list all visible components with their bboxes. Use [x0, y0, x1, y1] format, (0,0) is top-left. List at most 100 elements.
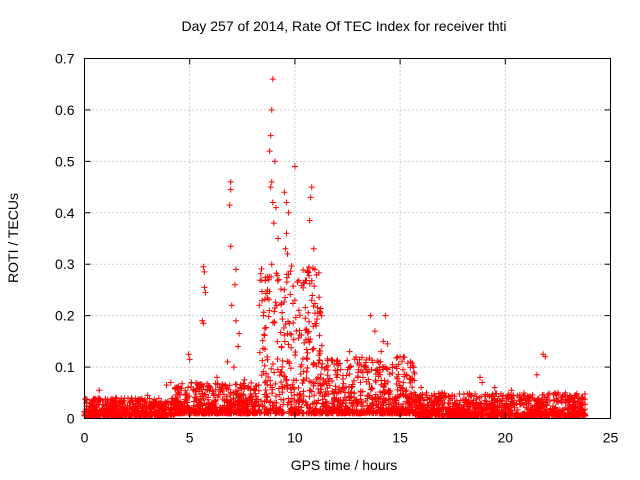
data-point — [288, 344, 295, 351]
data-point — [175, 410, 182, 417]
data-point — [224, 358, 231, 365]
data-point — [113, 394, 120, 401]
data-point — [358, 367, 365, 374]
data-point — [554, 389, 561, 396]
data-point — [366, 355, 373, 362]
data-point — [555, 398, 562, 405]
data-point — [376, 364, 383, 371]
data-point — [129, 398, 136, 405]
data-point — [475, 404, 482, 411]
data-point — [413, 401, 420, 408]
data-point — [399, 390, 406, 397]
data-point — [186, 356, 193, 363]
data-point — [346, 393, 353, 400]
data-point — [527, 394, 534, 401]
data-point — [303, 277, 310, 284]
data-point — [352, 398, 359, 405]
data-point — [162, 399, 169, 406]
data-point — [300, 397, 307, 404]
data-point — [419, 410, 426, 417]
data-point — [185, 384, 192, 391]
data-point — [235, 394, 242, 401]
data-point — [416, 394, 423, 401]
data-point — [318, 364, 325, 371]
data-point — [310, 359, 317, 366]
data-point — [192, 395, 199, 402]
data-point — [559, 393, 566, 400]
data-point — [200, 320, 207, 327]
data-point — [276, 372, 283, 379]
data-point — [311, 283, 318, 290]
data-point — [307, 336, 314, 343]
x-tick-label: 25 — [603, 430, 619, 446]
data-point — [214, 381, 221, 388]
data-point — [206, 403, 213, 410]
data-point — [405, 394, 412, 401]
data-point — [392, 404, 399, 411]
data-point — [285, 209, 292, 216]
data-point — [329, 400, 336, 407]
data-point — [254, 396, 261, 403]
data-point — [430, 405, 437, 412]
data-point — [339, 384, 346, 391]
data-point — [317, 389, 324, 396]
data-point — [298, 404, 305, 411]
data-point — [319, 409, 326, 416]
data-point — [318, 386, 325, 393]
data-point — [317, 371, 324, 378]
data-point — [288, 395, 295, 402]
data-point — [225, 386, 232, 393]
data-point — [272, 380, 279, 387]
data-point — [432, 411, 439, 418]
data-point — [91, 398, 98, 405]
data-point — [369, 359, 376, 366]
data-point — [281, 299, 288, 306]
data-point — [152, 404, 159, 411]
data-point — [460, 391, 467, 398]
x-tick-label: 0 — [81, 430, 89, 446]
data-point — [413, 412, 420, 419]
data-point — [541, 394, 548, 401]
data-point — [356, 361, 363, 368]
data-point — [264, 393, 271, 400]
data-point — [314, 316, 321, 323]
data-point — [460, 397, 467, 404]
data-point — [451, 412, 458, 419]
data-point — [272, 299, 279, 306]
x-tick-label: 10 — [287, 430, 303, 446]
data-point — [384, 340, 391, 347]
data-point — [428, 392, 435, 399]
data-point — [227, 178, 234, 185]
data-point — [546, 390, 553, 397]
data-point — [227, 389, 234, 396]
data-point — [407, 375, 414, 382]
data-point — [397, 387, 404, 394]
data-point — [362, 398, 369, 405]
data-point — [310, 245, 317, 252]
data-point — [90, 410, 97, 417]
x-tick-label: 20 — [498, 430, 514, 446]
data-point — [392, 407, 399, 414]
data-point — [520, 411, 527, 418]
data-point — [331, 395, 338, 402]
data-point — [491, 412, 498, 419]
data-point — [397, 353, 404, 360]
data-point — [280, 324, 287, 331]
data-point — [267, 132, 274, 139]
data-point — [146, 395, 153, 402]
data-point — [385, 390, 392, 397]
data-point — [456, 404, 463, 411]
data-point — [268, 261, 275, 268]
data-point — [484, 404, 491, 411]
data-point — [284, 382, 291, 389]
y-tick-label: 0.3 — [55, 256, 75, 272]
data-point — [236, 330, 243, 337]
data-point — [217, 404, 224, 411]
data-point — [329, 378, 336, 385]
data-point — [128, 412, 135, 419]
data-point — [369, 410, 376, 417]
data-point — [553, 411, 560, 418]
data-point — [295, 307, 302, 314]
data-point — [381, 381, 388, 388]
